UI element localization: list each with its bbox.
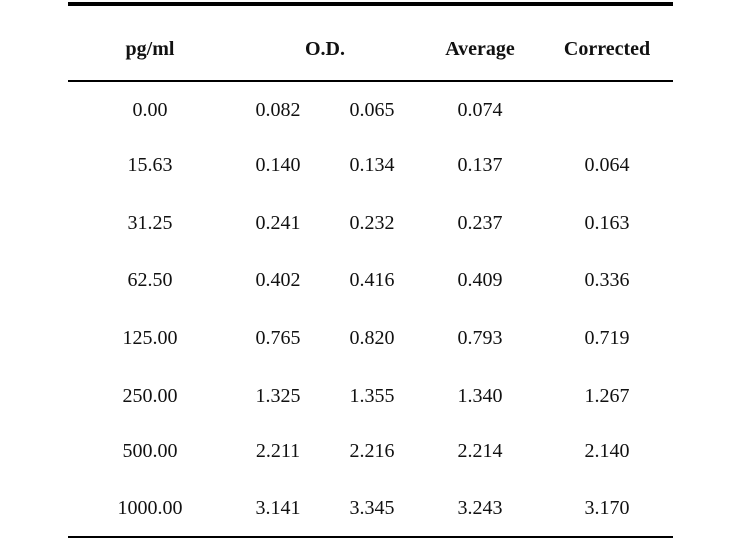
cell-od-2: 2.216 xyxy=(349,440,395,462)
cell-od-1: 1.325 xyxy=(255,385,301,407)
cell-average: 1.340 xyxy=(457,385,503,407)
cell-corrected: 0.163 xyxy=(584,212,630,234)
table-row: 125.00 0.765 0.820 0.793 0.719 xyxy=(0,323,750,353)
table-row: 15.63 0.140 0.134 0.137 0.064 xyxy=(0,150,750,180)
cell-od-2: 0.820 xyxy=(349,327,395,349)
cell-corrected: 1.267 xyxy=(584,385,630,407)
table-header-row: pg/ml O.D. Average Corrected xyxy=(0,33,750,65)
cell-od-2: 0.065 xyxy=(349,99,395,121)
table-row: 31.25 0.241 0.232 0.237 0.163 xyxy=(0,208,750,238)
table-row: 1000.00 3.141 3.345 3.243 3.170 xyxy=(0,493,750,523)
cell-od-1: 3.141 xyxy=(255,497,301,519)
header-od: O.D. xyxy=(305,38,345,60)
table-row: 62.50 0.402 0.416 0.409 0.336 xyxy=(0,265,750,295)
header-average: Average xyxy=(445,38,515,60)
cell-od-2: 0.232 xyxy=(349,212,395,234)
top-rule xyxy=(68,2,673,6)
cell-average: 3.243 xyxy=(457,497,503,519)
cell-pg-ml: 62.50 xyxy=(127,269,173,291)
cell-od-2: 0.416 xyxy=(349,269,395,291)
cell-corrected: 0.064 xyxy=(584,154,630,176)
cell-pg-ml: 1000.00 xyxy=(117,497,183,519)
cell-corrected: 2.140 xyxy=(584,440,630,462)
cell-average: 0.137 xyxy=(457,154,503,176)
cell-pg-ml: 250.00 xyxy=(122,385,178,407)
cell-average: 0.074 xyxy=(457,99,503,121)
cell-corrected: 0.719 xyxy=(584,327,630,349)
cell-corrected: 0.336 xyxy=(584,269,630,291)
header-rule xyxy=(68,80,673,82)
cell-pg-ml: 15.63 xyxy=(127,154,173,176)
header-corrected: Corrected xyxy=(563,38,651,60)
cell-od-1: 0.765 xyxy=(255,327,301,349)
cell-average: 0.793 xyxy=(457,327,503,349)
cell-pg-ml: 500.00 xyxy=(122,440,178,462)
cell-pg-ml: 0.00 xyxy=(132,99,168,121)
bottom-rule xyxy=(68,536,673,538)
cell-average: 2.214 xyxy=(457,440,503,462)
cell-od-1: 0.402 xyxy=(255,269,301,291)
cell-od-2: 3.345 xyxy=(349,497,395,519)
table-row: 500.00 2.211 2.216 2.214 2.140 xyxy=(0,436,750,466)
cell-average: 0.237 xyxy=(457,212,503,234)
cell-od-2: 1.355 xyxy=(349,385,395,407)
table-row: 0.00 0.082 0.065 0.074 xyxy=(0,95,750,125)
cell-pg-ml: 31.25 xyxy=(127,212,173,234)
cell-pg-ml: 125.00 xyxy=(122,327,178,349)
cell-od-1: 2.211 xyxy=(255,440,301,462)
cell-average: 0.409 xyxy=(457,269,503,291)
cell-corrected: 3.170 xyxy=(584,497,630,519)
cell-od-2: 0.134 xyxy=(349,154,395,176)
cell-od-1: 0.140 xyxy=(255,154,301,176)
header-pg-ml: pg/ml xyxy=(125,38,175,60)
cell-od-1: 0.082 xyxy=(255,99,301,121)
table-row: 250.00 1.325 1.355 1.340 1.267 xyxy=(0,381,750,411)
cell-od-1: 0.241 xyxy=(255,212,301,234)
